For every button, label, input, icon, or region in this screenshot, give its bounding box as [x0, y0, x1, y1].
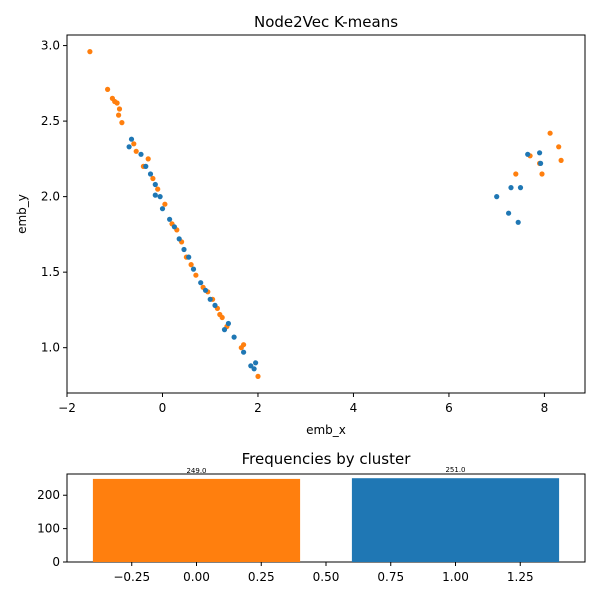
bar-y-tick-label: 100: [37, 522, 60, 536]
bar-x-axis: −0.25 0.00 0.25 0.50 0.75 1.00 1.25: [113, 562, 534, 584]
scatter-point-cluster-1: [167, 216, 173, 222]
scatter-y-tick-label: 2.5: [41, 114, 60, 128]
scatter-point-cluster-0: [513, 171, 519, 177]
bar-cluster-1: [351, 478, 560, 562]
scatter-point-cluster-1: [494, 194, 500, 200]
scatter-point-cluster-1: [225, 320, 231, 327]
scatter-x-tick-label: 2: [254, 401, 262, 415]
scatter-point-cluster-0: [145, 156, 151, 162]
scatter-x-label: emb_x: [306, 423, 346, 437]
scatter-point-cluster-1: [181, 246, 187, 253]
bar-x-tick-label: 1.25: [507, 570, 534, 584]
scatter-point-cluster-0: [539, 171, 545, 177]
scatter-point-cluster-1: [538, 160, 544, 166]
bar-cluster-0: [92, 478, 301, 562]
bar-value-label: 251.0: [445, 466, 465, 474]
scatter-point-cluster-0: [188, 262, 194, 268]
scatter-point-cluster-0: [114, 100, 120, 106]
scatter-point-cluster-1: [253, 360, 259, 366]
scatter-y-tick-label: 1.5: [41, 265, 60, 279]
scatter-x-tick-label: 6: [445, 401, 453, 415]
scatter-point-cluster-1: [190, 266, 197, 272]
scatter-point-cluster-0: [150, 175, 156, 182]
scatter-point-cluster-1: [231, 334, 237, 340]
scatter-x-tick-label: 0: [159, 401, 167, 415]
bar-y-tick-label: 0: [52, 555, 60, 569]
scatter-point-cluster-1: [176, 236, 182, 242]
scatter-point-cluster-0: [558, 157, 564, 163]
scatter-point-cluster-0: [105, 86, 111, 92]
bar-x-tick-label: −0.25: [113, 570, 150, 584]
scatter-plot-area: [66, 34, 586, 394]
scatter-point-cluster-0: [219, 314, 225, 321]
bar-value-label: 249.0: [186, 467, 206, 475]
scatter-x-tick-label: 8: [541, 401, 549, 415]
bar-x-tick-label: 0.00: [183, 570, 210, 584]
scatter-point-cluster-1: [126, 144, 132, 150]
scatter-point-cluster-0: [133, 148, 139, 154]
scatter-point-cluster-0: [155, 186, 161, 192]
scatter-point-cluster-1: [198, 280, 204, 286]
scatter-point-cluster-1: [157, 194, 163, 200]
scatter-point-cluster-1: [143, 163, 149, 169]
scatter-y-label: emb_y: [15, 194, 29, 234]
bar-chart: Frequencies by cluster 249.0 251.0 −0.25 0…: [37, 450, 586, 584]
scatter-point-cluster-1: [202, 287, 209, 293]
scatter-point-cluster-1: [147, 171, 154, 177]
scatter-point-cluster-1: [248, 363, 254, 369]
scatter-x-tick-label: 4: [350, 401, 358, 415]
scatter-point-cluster-1: [138, 151, 144, 157]
bar-y-tick-label: 200: [37, 488, 60, 502]
scatter-point-cluster-0: [87, 49, 93, 55]
scatter-point-cluster-0: [131, 141, 137, 147]
scatter-point-cluster-0: [547, 130, 553, 136]
scatter-point-cluster-0: [556, 144, 562, 150]
scatter-point-cluster-1: [207, 296, 213, 302]
scatter-point-cluster-1: [128, 136, 135, 142]
scatter-x-tick-label: −2: [58, 401, 76, 415]
scatter-title: Node2Vec K-means: [254, 13, 398, 31]
scatter-point-cluster-1: [517, 185, 524, 191]
scatter-point-cluster-0: [255, 373, 261, 379]
bar-x-tick-label: 0.50: [313, 570, 340, 584]
scatter-point-cluster-1: [506, 210, 512, 216]
scatter-point-cluster-1: [171, 224, 177, 230]
bar-x-tick-label: 0.25: [248, 570, 275, 584]
scatter-point-cluster-1: [508, 185, 514, 191]
scatter-point-cluster-1: [525, 151, 531, 157]
scatter-chart: Node2Vec K-means −2 0 2 4 6 8 1.0 1.5 2.0 2.5 3.0…: [15, 13, 586, 437]
scatter-point-cluster-1: [186, 254, 192, 260]
scatter-point-cluster-1: [251, 366, 257, 372]
scatter-point-cluster-0: [193, 272, 199, 278]
scatter-y-tick-label: 1.0: [41, 341, 60, 355]
scatter-points: [87, 49, 564, 379]
scatter-point-cluster-0: [162, 201, 168, 207]
scatter-point-cluster-1: [221, 327, 228, 333]
scatter-point-cluster-1: [159, 206, 166, 212]
scatter-point-cluster-1: [537, 150, 543, 156]
bar-title: Frequencies by cluster: [242, 450, 412, 468]
bar-value-labels: 249.0 251.0: [186, 466, 465, 475]
bars: [92, 478, 560, 562]
scatter-point-cluster-0: [116, 106, 123, 112]
bar-y-axis: 0 100 200: [37, 488, 67, 569]
scatter-x-axis: −2 0 2 4 6 8: [58, 393, 548, 415]
scatter-y-axis: 1.0 1.5 2.0 2.5 3.0: [41, 39, 67, 355]
scatter-point-cluster-0: [116, 112, 122, 118]
scatter-point-cluster-1: [152, 192, 158, 198]
scatter-point-cluster-0: [241, 342, 247, 348]
scatter-y-tick-label: 3.0: [41, 39, 60, 53]
scatter-point-cluster-1: [152, 181, 158, 188]
bar-x-tick-label: 1.00: [442, 570, 469, 584]
scatter-point-cluster-1: [515, 219, 521, 225]
scatter-y-tick-label: 2.0: [41, 190, 60, 204]
scatter-point-cluster-0: [119, 120, 125, 126]
bar-x-tick-label: 0.75: [377, 570, 404, 584]
scatter-point-cluster-1: [212, 302, 218, 308]
scatter-point-cluster-1: [241, 349, 247, 355]
